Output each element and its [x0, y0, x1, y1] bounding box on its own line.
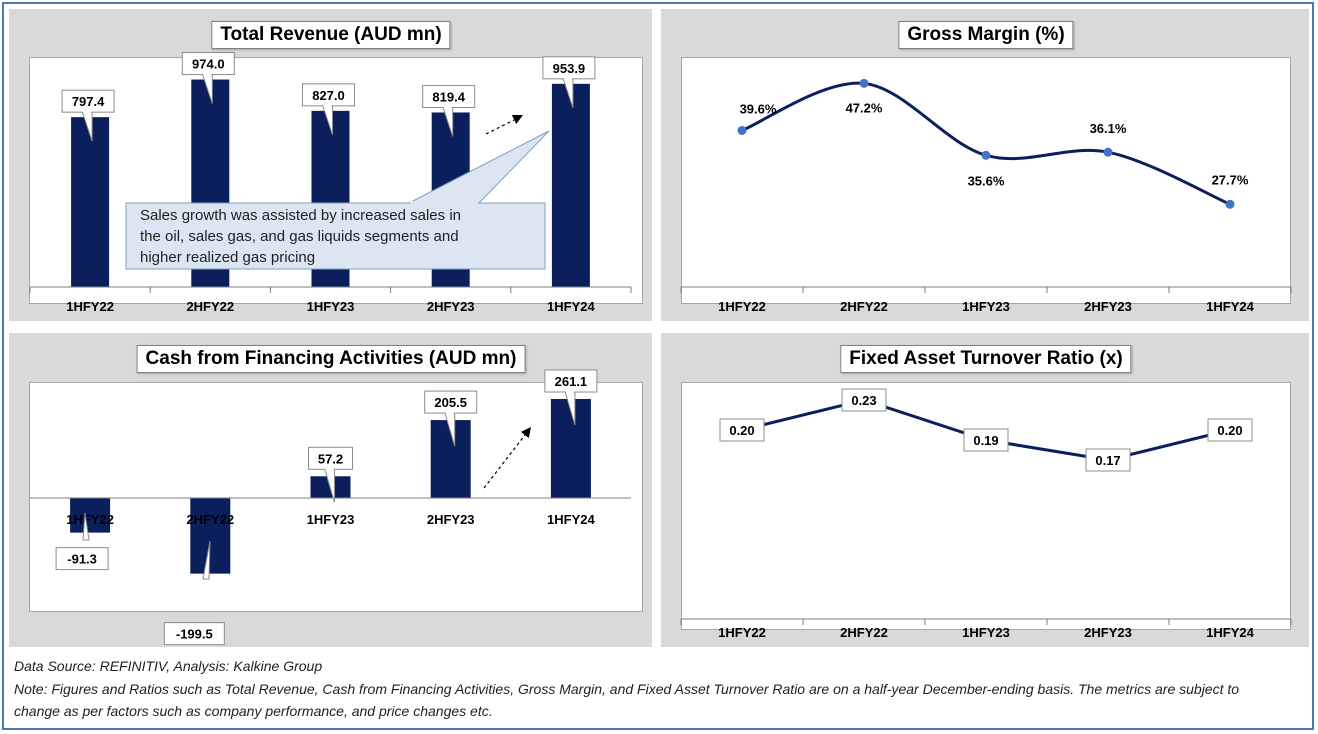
revenue-panel: 1HFY22 2HFY22 1HFY23 2HFY23 1HFY24 Sales grow…: [9, 9, 652, 321]
financing-bar: [550, 399, 591, 498]
revenue-data-label-pointer-join: [203, 72, 212, 76]
gross-margin-data-label: 47.2%: [846, 100, 883, 115]
gross-margin-data-label: 39.6%: [740, 101, 777, 116]
revenue-x-tick-label: 1HFY22: [66, 299, 114, 314]
gross-margin-x-tick-label: 1HFY24: [1206, 299, 1254, 314]
revenue-data-label: 953.9: [553, 61, 586, 76]
revenue-annotation-text: the oil, sales gas, and gas liquids segm…: [140, 228, 459, 245]
fat-data-label-box: [963, 428, 1009, 452]
fat-data-label-box: [719, 418, 765, 442]
revenue-chart-title: Total Revenue (AUD mn): [211, 21, 451, 49]
gross-margin-point: [981, 150, 991, 160]
financing-data-label-box: [163, 622, 225, 646]
fat-data-label: 0.20: [729, 423, 754, 438]
financing-data-label: 261.1: [555, 374, 588, 389]
financing-x-tick-label: 1HFY24: [547, 512, 595, 527]
revenue-data-label: 819.4: [432, 89, 465, 104]
revenue-chart: 1HFY22 2HFY22 1HFY23 2HFY23 1HFY24 Sales grow…: [29, 52, 632, 314]
gross-margin-chart: 1HFY22 2HFY22 1HFY23 2HFY23 1HFY24 39.6% 47.2%…: [680, 78, 1292, 314]
financing-panel: 1HFY22 2HFY22 1HFY23 2HFY23 1HFY24 -91.3 -199.…: [9, 333, 652, 647]
gross-margin-point: [1225, 199, 1235, 209]
financing-data-label: 205.5: [434, 395, 467, 410]
financing-neg-pointer: [82, 512, 90, 541]
revenue-data-label: 827.0: [312, 88, 345, 103]
fat-x-tick-label: 1HFY24: [1206, 625, 1254, 640]
financing-trend-arrow: [483, 434, 526, 489]
revenue-data-label-pointer-join: [323, 103, 332, 107]
revenue-x-tick-label: 1HFY23: [307, 299, 355, 314]
financing-chart: 1HFY22 2HFY22 1HFY23 2HFY23 1HFY24 -91.3 -199.…: [30, 369, 631, 646]
financing-chart-title: Cash from Financing Activities (AUD mn): [136, 345, 526, 373]
financing-x-tick-label: 1HFY23: [307, 512, 355, 527]
financing-x-tick-label: 1HFY22: [66, 512, 114, 527]
revenue-data-label: 974.0: [192, 57, 225, 72]
fat-chart-title: Fixed Asset Turnover Ratio (x): [840, 345, 1132, 373]
financing-bar: [70, 498, 111, 533]
note-line-2: change as per factors such as company pe…: [14, 703, 493, 719]
gross-margin-point: [737, 125, 747, 135]
financing-neg-pointer: [202, 540, 211, 580]
revenue-annotation-box: [125, 202, 546, 270]
fat-data-label-box: [1207, 418, 1253, 442]
revenue-trend-arrowhead: [511, 115, 523, 124]
gross-margin-data-label: 35.6%: [968, 173, 1005, 188]
revenue-trend-arrow: [485, 119, 515, 135]
fat-data-label: 0.19: [973, 433, 998, 448]
financing-data-label-box: [55, 547, 109, 571]
gross-margin-x-tick-label: 1HFY23: [962, 299, 1010, 314]
gross-margin-chart-title: Gross Margin (%): [898, 21, 1074, 49]
gross-margin-data-label: 27.7%: [1212, 172, 1249, 187]
revenue-annotation-text: higher realized gas pricing: [140, 249, 315, 266]
revenue-annotation-text: Sales growth was assisted by increased s…: [140, 207, 461, 224]
gross-margin-x-tick-label: 2HFY23: [1084, 299, 1132, 314]
revenue-data-label-pointer-join: [83, 110, 92, 114]
revenue-x-tick-label: 1HFY24: [547, 299, 595, 314]
gross-margin-data-label: 36.1%: [1090, 121, 1127, 136]
fat-data-label: 0.17: [1095, 453, 1120, 468]
financing-data-label-pointer-join: [565, 390, 574, 393]
fat-data-label: 0.20: [1217, 423, 1242, 438]
fat-x-tick-label: 1HFY23: [962, 625, 1010, 640]
revenue-annotation-join: [410, 201, 478, 205]
financing-data-label: -199.5: [176, 627, 213, 642]
fat-chart: 1HFY22 2HFY22 1HFY23 2HFY23 1HFY24 0.20 0.23 0.…: [680, 388, 1292, 640]
revenue-x-tick-label: 2HFY22: [186, 299, 234, 314]
financing-data-label-pointer-join: [445, 411, 454, 415]
revenue-bar: [71, 117, 110, 287]
data-source: Data Source: REFINITIV, Analysis: Kalkin…: [14, 658, 323, 674]
revenue-data-label-pointer-join: [443, 105, 452, 109]
fat-data-label: 0.23: [851, 393, 876, 408]
fat-plot-area: [681, 382, 1291, 630]
fat-x-tick-label: 1HFY22: [718, 625, 766, 640]
gross-margin-point: [859, 78, 869, 88]
fat-data-label-box: [1085, 448, 1131, 472]
revenue-bar: [551, 83, 590, 287]
revenue-data-label: 797.4: [72, 94, 105, 109]
financing-trend-arrowhead: [520, 427, 531, 438]
fat-panel: 1HFY22 2HFY22 1HFY23 2HFY23 1HFY24 0.20 0.23 0.…: [661, 333, 1309, 647]
revenue-data-label-pointer-join: [563, 76, 572, 80]
revenue-annotation-pointer: [408, 130, 550, 204]
gross-margin-plot-area: [681, 57, 1291, 304]
financing-data-label-pointer-join: [325, 467, 334, 471]
financing-bar: [190, 498, 231, 574]
note-line-1: Note: Figures and Ratios such as Total R…: [14, 681, 1240, 697]
financing-x-tick-label: 2HFY23: [427, 512, 475, 527]
financing-x-tick-label: 2HFY22: [186, 512, 234, 527]
gross-margin-x-tick-label: 1HFY22: [718, 299, 766, 314]
gross-margin-point: [1103, 147, 1113, 157]
gross-margin-panel: 1HFY22 2HFY22 1HFY23 2HFY23 1HFY24 39.6% 47.2%…: [661, 9, 1309, 321]
revenue-x-tick-label: 2HFY23: [427, 299, 475, 314]
fat-x-tick-label: 2HFY22: [840, 625, 888, 640]
gross-margin-x-tick-label: 2HFY22: [840, 299, 888, 314]
fat-data-label-box: [841, 388, 887, 412]
financing-data-label: 57.2: [318, 451, 343, 466]
financing-data-label: -91.3: [67, 552, 97, 567]
fat-x-tick-label: 2HFY23: [1084, 625, 1132, 640]
